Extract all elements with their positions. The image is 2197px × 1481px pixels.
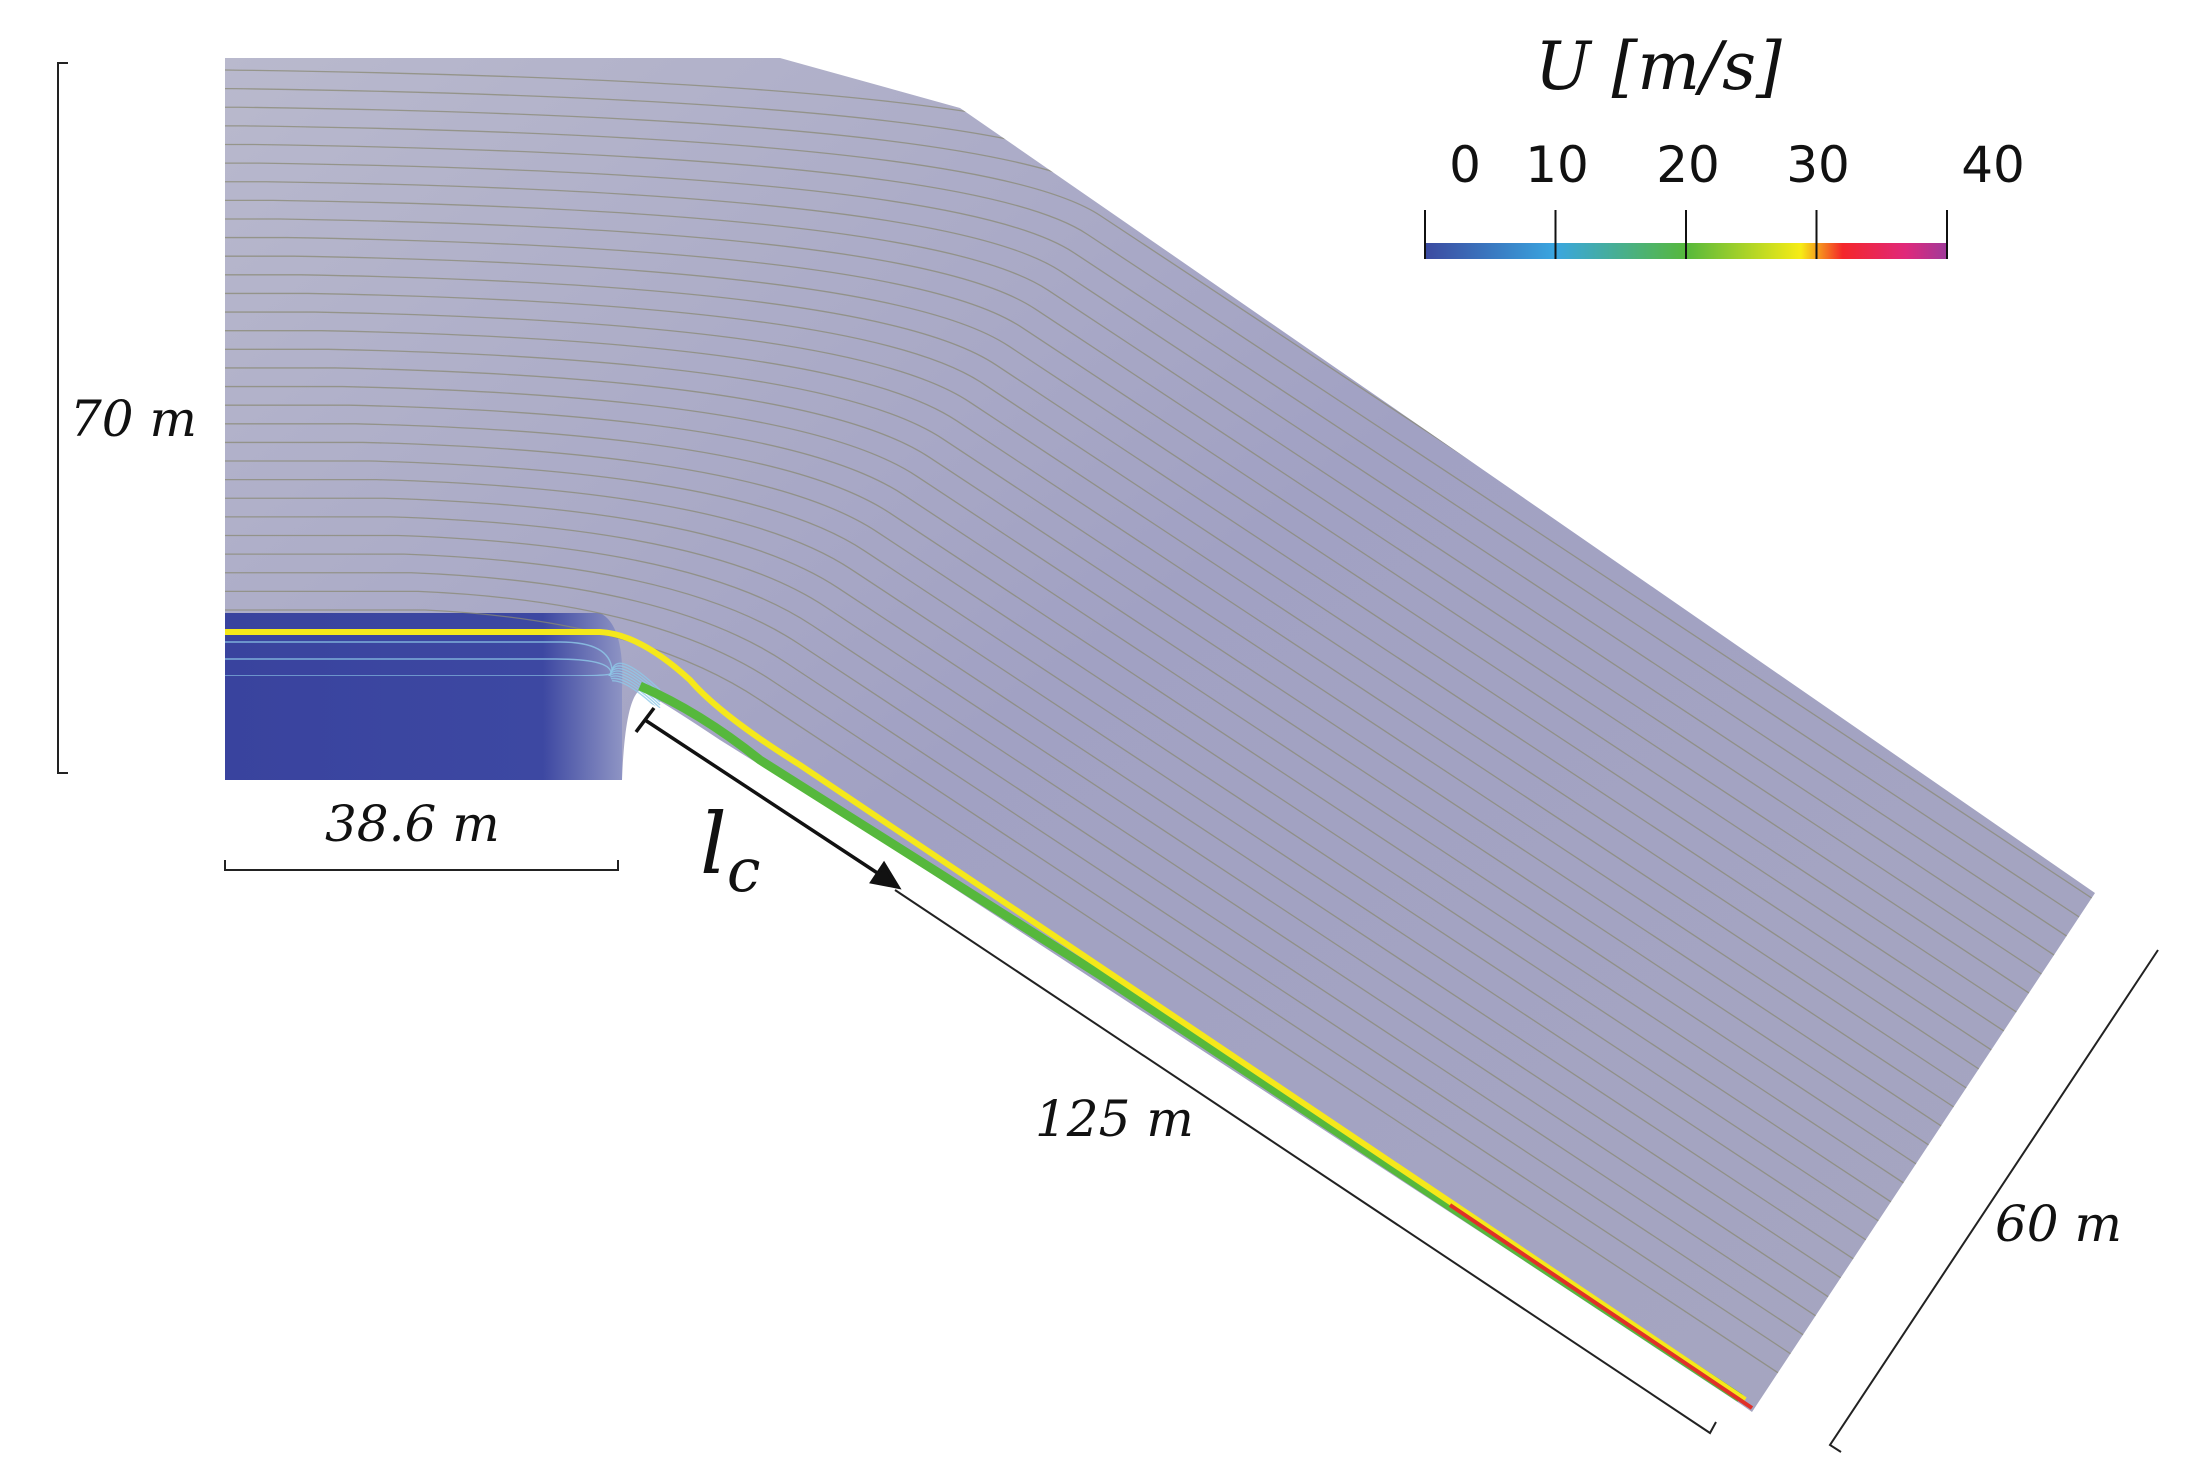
outlet-width-label: 60 m (1995, 1195, 2122, 1253)
streamlines (225, 69, 2095, 1412)
inlet-channel (225, 613, 623, 780)
flow-domain (225, 58, 2095, 1412)
streamline (225, 367, 2081, 1219)
streamline (225, 348, 2094, 1200)
slope-length-label: 125 m (1035, 1090, 1194, 1148)
streamline (225, 460, 2016, 1312)
streamline (225, 534, 1963, 1387)
width-label: 38.6 m (325, 795, 500, 853)
streamline (225, 255, 2095, 1107)
height-label: 70 m (70, 390, 197, 448)
streamline (225, 274, 2095, 1126)
streamline (225, 181, 2095, 1033)
colorbar-tick-marks (1424, 210, 1948, 259)
lc-label: lc (700, 795, 761, 906)
streamline (225, 125, 2095, 977)
ramp-jet-line (225, 629, 1747, 1403)
streamline (225, 423, 2042, 1275)
streamline (225, 516, 1976, 1368)
width-bracket (224, 860, 619, 871)
streamline (225, 553, 1950, 1405)
colorbar (1424, 210, 1948, 259)
colorbar-tick-label: 20 (1656, 136, 1720, 194)
lc-arrow (634, 706, 902, 890)
streamline (225, 404, 2055, 1256)
streamline (225, 572, 1937, 1412)
streamline (225, 162, 2095, 1014)
colorbar-tick-label: 40 (1961, 136, 2025, 194)
streamline (225, 292, 2095, 1144)
streamline (225, 590, 1924, 1412)
streamline (225, 497, 1989, 1349)
colorbar-title: U [m/s] (1535, 28, 1782, 105)
streamline (225, 311, 2095, 1163)
streamline (225, 330, 2095, 1182)
streamline (225, 479, 2003, 1331)
streamline (225, 236, 2095, 1089)
streamline (225, 199, 2095, 1051)
height-bracket (57, 62, 68, 774)
streamline (225, 143, 2095, 996)
streamline (225, 441, 2029, 1293)
ramp-red-layer (1448, 1203, 1754, 1410)
slope-bracket (894, 889, 1717, 1435)
streamline (225, 385, 2068, 1238)
colorbar-tick-label: 30 (1786, 136, 1850, 194)
colorbar-tick-label: 0 (1449, 136, 1481, 194)
dimension-lines (57, 62, 2159, 1453)
streamline (225, 218, 2095, 1070)
outlet-bracket (1828, 949, 2159, 1453)
ramp-green-layer (638, 681, 1743, 1402)
colorbar-tick-label: 10 (1525, 136, 1589, 194)
